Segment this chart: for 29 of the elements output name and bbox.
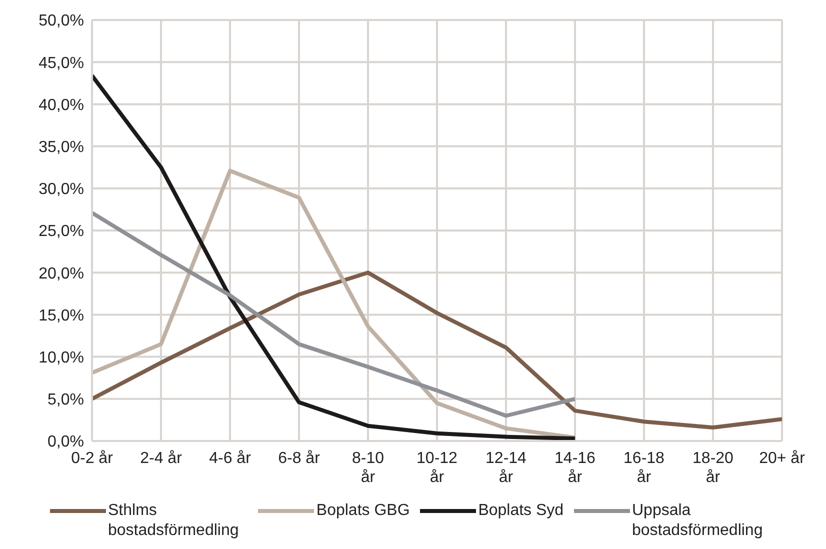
x-tick-label: 4-6 år [209, 450, 252, 467]
y-tick-label: 0,0% [48, 434, 84, 451]
legend-label: Uppsala bostadsförmedling [632, 501, 764, 541]
y-tick-label: 45,0% [38, 54, 84, 72]
y-tick-label: 35,0% [38, 138, 84, 156]
line-series [92, 210, 577, 418]
x-tick-label: 20+ år [759, 450, 806, 467]
y-tick-label: 20,0% [38, 265, 84, 282]
line-series [92, 74, 577, 440]
y-tick-label: 50,0% [38, 12, 84, 30]
x-tick-label: 18-20 år [692, 450, 734, 486]
x-tick-label: 8-10 år [352, 450, 384, 486]
y-tick-label: 30,0% [38, 181, 84, 198]
y-tick-label: 15,0% [38, 307, 84, 324]
x-tick-label: 14-16 år [554, 450, 596, 486]
x-tick-label: 2-4 år [140, 450, 183, 467]
y-tick-label: 10,0% [38, 349, 84, 366]
line-series [92, 270, 782, 430]
x-tick-label: 10-12 år [416, 450, 458, 486]
y-tick-label: 40,0% [38, 96, 84, 114]
y-tick-label: 5,0% [48, 392, 84, 409]
x-tick-label: 12-14 år [486, 450, 527, 486]
legend-label: Boplats GBG [316, 501, 410, 521]
y-tick-label: 25,0% [38, 223, 84, 240]
x-tick-label: 0-2 år [71, 450, 114, 467]
x-tick-label: 6-8 år [278, 450, 321, 467]
legend-label: Sthlms bostadsförmedling [108, 501, 240, 541]
legend-label: Boplats Syd [478, 501, 564, 521]
x-tick-label: 16-18 år [624, 450, 665, 486]
